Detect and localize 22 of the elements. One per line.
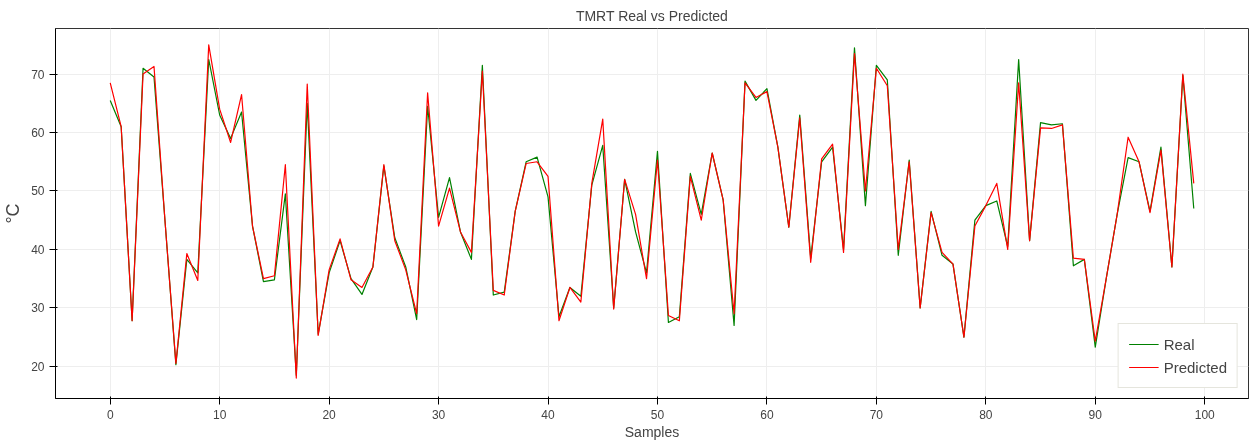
x-tick-label: 40 [541,407,556,422]
y-tick-label: 30 [31,301,45,316]
y-tick-label: 40 [31,242,45,257]
y-tick-label: 60 [31,126,45,141]
x-tick-label: 10 [213,407,227,422]
legend-label: Predicted [1163,358,1227,376]
x-tick-label: 50 [650,407,665,422]
x-tick-label: 90 [1088,407,1103,422]
legend-label: Real [1163,335,1195,353]
x-tick-label: 30 [431,407,446,422]
x-tick-label: 60 [760,407,774,422]
y-axis-title: °C [3,203,24,224]
y-tick-label: 20 [31,359,45,374]
y-tick-label: 70 [31,67,45,82]
x-tick-label: 80 [979,407,993,422]
chart-title: TMRT Real vs Predicted [575,7,728,24]
x-tick-label: 20 [322,407,337,422]
x-axis-title: Samples [624,423,680,440]
x-tick-label: 0 [106,407,114,422]
x-tick-label: 100 [1194,407,1216,422]
x-tick-label: 70 [869,407,884,422]
y-tick-label: 50 [31,184,45,199]
